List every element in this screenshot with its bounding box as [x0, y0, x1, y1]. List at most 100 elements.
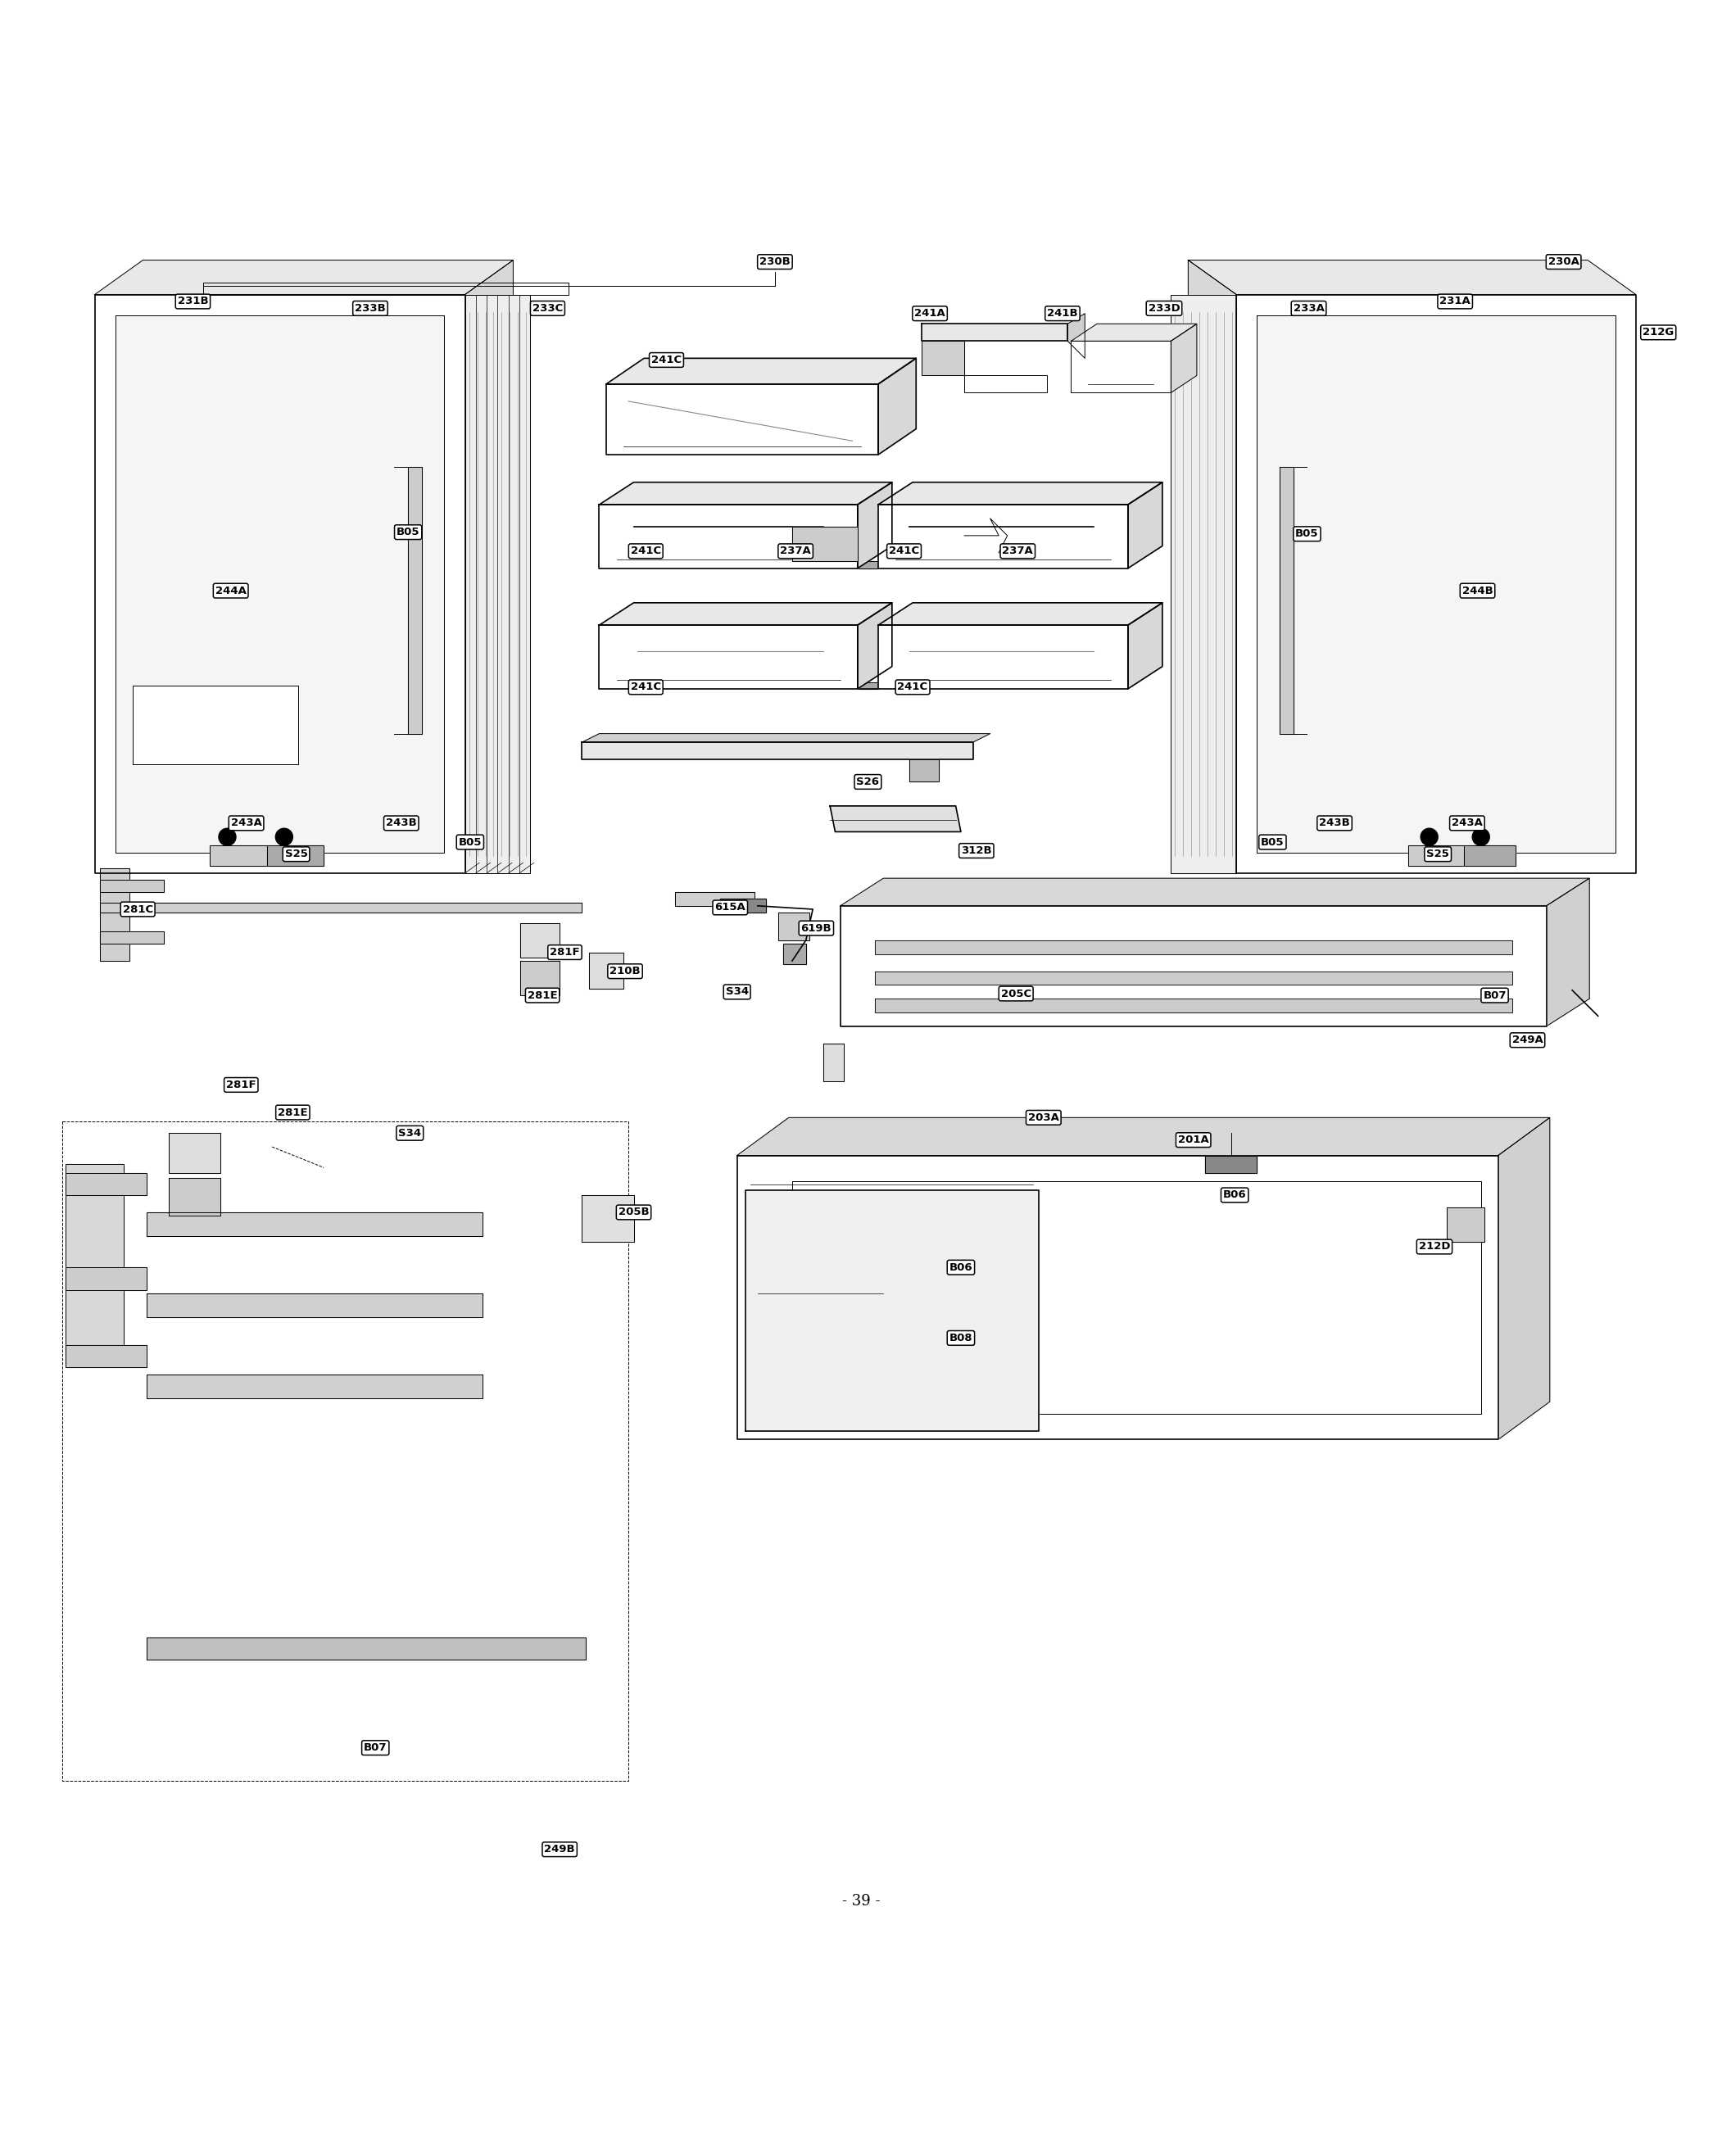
Polygon shape: [921, 323, 1068, 341]
Text: 233C: 233C: [532, 304, 563, 313]
Polygon shape: [599, 483, 892, 505]
Polygon shape: [792, 526, 858, 561]
Polygon shape: [115, 315, 444, 852]
Polygon shape: [169, 1177, 220, 1216]
Text: B05: B05: [1295, 528, 1319, 539]
Text: S25: S25: [284, 849, 308, 860]
Polygon shape: [599, 604, 892, 625]
Text: 241C: 241C: [630, 681, 661, 692]
Text: 249A: 249A: [1512, 1035, 1543, 1046]
Text: S26: S26: [856, 776, 880, 787]
Text: - 39 -: - 39 -: [842, 1893, 880, 1908]
Text: 243A: 243A: [231, 817, 262, 828]
Polygon shape: [65, 1164, 124, 1354]
Polygon shape: [1171, 295, 1236, 873]
Polygon shape: [582, 1194, 634, 1242]
Text: 210B: 210B: [610, 966, 641, 977]
Polygon shape: [408, 466, 422, 733]
Text: B05: B05: [396, 526, 420, 537]
Text: 205B: 205B: [618, 1207, 649, 1218]
Polygon shape: [737, 1156, 1498, 1440]
Polygon shape: [210, 845, 267, 867]
Polygon shape: [520, 962, 560, 996]
Text: 233D: 233D: [1149, 304, 1180, 313]
Polygon shape: [1409, 845, 1464, 867]
Polygon shape: [737, 1117, 1550, 1156]
Text: 281E: 281E: [527, 990, 558, 1000]
Polygon shape: [878, 358, 916, 455]
Polygon shape: [65, 1268, 146, 1289]
Polygon shape: [582, 733, 990, 742]
Text: 241B: 241B: [1047, 308, 1078, 319]
Polygon shape: [1188, 261, 1236, 873]
Text: 312B: 312B: [961, 845, 992, 856]
Polygon shape: [1071, 323, 1197, 341]
Polygon shape: [589, 953, 623, 987]
Polygon shape: [792, 1181, 1481, 1414]
Polygon shape: [1205, 1156, 1257, 1173]
Polygon shape: [840, 877, 1589, 906]
Polygon shape: [100, 931, 164, 944]
Polygon shape: [520, 923, 560, 957]
Polygon shape: [1188, 261, 1636, 295]
Text: 241C: 241C: [651, 356, 682, 364]
Text: B07: B07: [363, 1742, 387, 1753]
Text: 241A: 241A: [914, 308, 945, 319]
Text: 619B: 619B: [801, 923, 832, 934]
Text: S34: S34: [725, 987, 749, 998]
Polygon shape: [65, 1173, 146, 1194]
Polygon shape: [133, 686, 298, 765]
Polygon shape: [784, 944, 806, 964]
Text: 237A: 237A: [1002, 545, 1033, 556]
Text: 243B: 243B: [1319, 817, 1350, 828]
Text: 212D: 212D: [1419, 1242, 1450, 1253]
Polygon shape: [599, 505, 858, 569]
Polygon shape: [95, 295, 465, 873]
Polygon shape: [582, 742, 973, 759]
Polygon shape: [1171, 323, 1197, 392]
Polygon shape: [1068, 313, 1085, 358]
Polygon shape: [840, 906, 1546, 1026]
Text: 230B: 230B: [759, 257, 790, 267]
Polygon shape: [778, 912, 809, 940]
Polygon shape: [858, 604, 892, 690]
Polygon shape: [65, 1345, 146, 1367]
Polygon shape: [878, 604, 1162, 625]
Text: 281E: 281E: [277, 1108, 308, 1117]
Text: 244B: 244B: [1462, 586, 1493, 595]
Polygon shape: [606, 358, 916, 384]
Polygon shape: [146, 1639, 585, 1660]
Text: S25: S25: [1426, 849, 1450, 860]
Polygon shape: [909, 759, 938, 783]
Polygon shape: [100, 880, 164, 893]
Polygon shape: [858, 561, 878, 569]
Polygon shape: [883, 877, 1589, 998]
Text: 281F: 281F: [549, 946, 580, 957]
Circle shape: [1472, 828, 1490, 845]
Text: 237A: 237A: [780, 545, 811, 556]
Text: 230A: 230A: [1548, 257, 1579, 267]
Polygon shape: [146, 1294, 482, 1317]
Polygon shape: [100, 869, 129, 962]
Polygon shape: [1257, 315, 1615, 852]
Polygon shape: [1128, 483, 1162, 569]
Circle shape: [276, 828, 293, 845]
Polygon shape: [964, 375, 1047, 392]
Text: 231A: 231A: [1440, 295, 1471, 306]
Text: 615A: 615A: [715, 901, 746, 912]
Text: 243A: 243A: [1452, 817, 1483, 828]
Text: 241C: 241C: [630, 545, 661, 556]
Polygon shape: [146, 1212, 482, 1235]
Text: 281F: 281F: [226, 1080, 257, 1091]
Text: 241C: 241C: [889, 545, 920, 556]
Polygon shape: [599, 625, 858, 690]
Text: 281C: 281C: [122, 903, 153, 914]
Polygon shape: [675, 893, 754, 906]
Polygon shape: [823, 1044, 844, 1082]
Circle shape: [1421, 828, 1438, 845]
Polygon shape: [1128, 604, 1162, 690]
Text: B05: B05: [458, 837, 482, 847]
Polygon shape: [875, 970, 1512, 985]
Text: 249B: 249B: [544, 1843, 575, 1854]
Polygon shape: [465, 261, 513, 873]
